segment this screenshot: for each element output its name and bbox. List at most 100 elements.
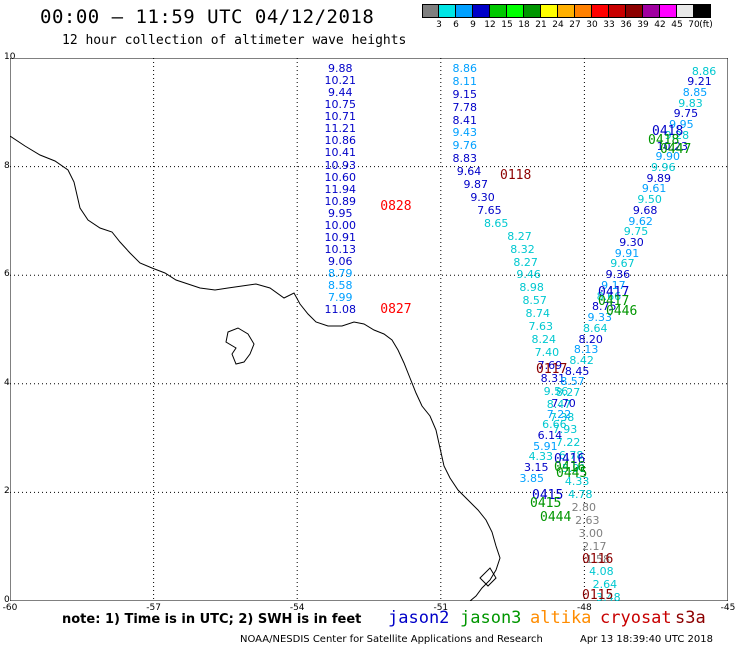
y-axis-tick-label: 4 (4, 377, 10, 388)
track-c-value: 9.96 (651, 161, 676, 175)
track-c-pass-label: 0444 (540, 510, 572, 525)
track-c-value: 9.95 (669, 118, 694, 132)
track-b-value: 8.98 (519, 281, 544, 295)
track-c-value: 3.85 (519, 471, 544, 485)
track-c-pass-label: 0416 (554, 460, 586, 475)
track-c-value: 8.27 (555, 386, 581, 400)
track-b-value: 8.27 (513, 255, 538, 269)
track-a-value: 10.91 (324, 231, 357, 244)
track-a-pass-label: 0827 (380, 302, 412, 318)
color-scale-swatch (592, 4, 609, 18)
track-c-value: 7.70 (551, 396, 576, 410)
track-a-value: 7.99 (328, 291, 353, 305)
color-scale-swatch (575, 4, 592, 18)
track-c-value: 9.83 (678, 96, 703, 110)
track-c-value: 3.15 (524, 461, 549, 475)
track-c-value: 9.28 (664, 128, 690, 142)
color-scale-swatch (439, 4, 456, 18)
island-outline (225, 327, 255, 365)
track-c-pass-label: 0415 (530, 496, 562, 511)
color-scale-swatch (694, 4, 711, 18)
track-c-value: 9.75 (623, 225, 649, 239)
track-a-value: 9.95 (328, 206, 353, 220)
track-b-value: 3.00 (578, 526, 604, 540)
track-b-value: 9.30 (470, 190, 495, 204)
track-b-value: 4.78 (568, 487, 593, 501)
coastline (10, 135, 501, 601)
track-b-value: 2.17 (582, 539, 607, 553)
track-b-value: 8.31 (540, 371, 566, 385)
track-b-pass-label: 0115 (582, 588, 614, 603)
map-area[interactable] (10, 58, 728, 601)
track-b-value: 9.64 (456, 165, 482, 179)
track-c-value: 4.33 (528, 450, 554, 464)
track-b-value: 9.43 (452, 126, 477, 140)
track-a-pass-label: 0828 (380, 199, 412, 215)
track-b-value: 9.46 (516, 268, 541, 282)
track-a-value: 9.88 (328, 61, 353, 75)
color-scale-swatch (609, 4, 626, 18)
track-b-value: 8.47 (546, 397, 572, 411)
track-b-value: 2.64 (592, 578, 618, 592)
track-b-value: 7.65 (477, 203, 502, 217)
color-scale-tick: 33 (603, 20, 615, 30)
track-c-value: 10.23 (656, 139, 689, 153)
color-scale-tick: 36 (620, 20, 632, 30)
track-a-value: 10.60 (324, 170, 357, 184)
track-c-value: 8.85 (682, 86, 708, 99)
track-c-value: 8.66 (596, 289, 622, 303)
track-c-value: 9.90 (655, 150, 681, 164)
y-axis-tick-label: 2 (4, 486, 10, 497)
color-scale-tick: 15 (501, 20, 513, 30)
track-a-value: 10.21 (324, 73, 357, 87)
track-a-value: 10.00 (324, 218, 357, 232)
track-c-value: 9.30 (619, 236, 644, 250)
track-b-value: 6.78 (558, 449, 584, 463)
track-c-pass-label: 0415 (532, 488, 564, 503)
color-scale-tick: 30 (586, 20, 598, 30)
color-scale-tick: 24 (552, 20, 564, 30)
x-axis-tick-label: -45 (720, 603, 736, 613)
color-scale-swatch (456, 4, 473, 18)
x-axis-tick-label: -48 (577, 603, 592, 613)
track-c-value: 8.86 (691, 64, 717, 78)
color-scale-legend: 3 6 9 12 15 18 21 24 27 30 33 36 39 42 45 70 (ft) (422, 4, 713, 32)
y-axis-tick-label: 6 (4, 269, 10, 280)
color-scale-swatch (677, 4, 694, 18)
track-a-value: 10.41 (324, 146, 357, 160)
track-a-value: 9.44 (328, 86, 353, 100)
legend-cryosat: cryosat (600, 608, 672, 628)
grid-lines (10, 58, 728, 601)
legend-s3a: s3a (675, 608, 706, 628)
color-scale-swatch (490, 4, 507, 18)
track-a-value: 10.89 (324, 194, 357, 208)
track-b-value: 4.33 (564, 475, 590, 489)
track-b-value: 7.40 (534, 345, 560, 359)
track-b-pass-label: 0117 (536, 362, 568, 377)
delta-island-outline (479, 567, 497, 587)
track-c-value: 7.22 (546, 407, 572, 421)
map-canvas (10, 58, 728, 601)
track-b-value: 8.24 (531, 333, 557, 347)
track-b-value: 8.83 (452, 152, 477, 166)
color-scale-tick: 70 (688, 20, 700, 30)
color-scale-unit: (ft) (699, 20, 713, 30)
footer-credit: NOAA/NESDIS Center for Satellite Applica… (240, 634, 543, 645)
track-b-value: 2.63 (575, 513, 600, 527)
color-scale-swatch (524, 4, 541, 18)
y-axis-tick-label: 8 (4, 160, 10, 171)
color-scale-ticks: 3 6 9 12 15 18 21 24 27 30 33 36 39 42 45 70 (ft) (422, 18, 713, 32)
color-scale-tick: 45 (671, 20, 683, 30)
track-c-value: 6.14 (537, 428, 563, 442)
track-b-pass-label: 0116 (582, 552, 614, 567)
color-scale-tick: 21 (535, 20, 547, 30)
color-scale-swatch (422, 4, 439, 18)
color-scale-swatch (507, 4, 524, 18)
track-b-value: 7.69 (537, 358, 563, 372)
track-c-value: 9.33 (587, 311, 613, 325)
track-a-value: 10.75 (324, 98, 357, 112)
track-c-value: 9.36 (605, 268, 631, 282)
footer-timestamp: Apr 13 18:39:40 UTC 2018 (580, 634, 713, 645)
map-frame (10, 58, 728, 601)
track-b-value: 2.80 (571, 500, 597, 514)
